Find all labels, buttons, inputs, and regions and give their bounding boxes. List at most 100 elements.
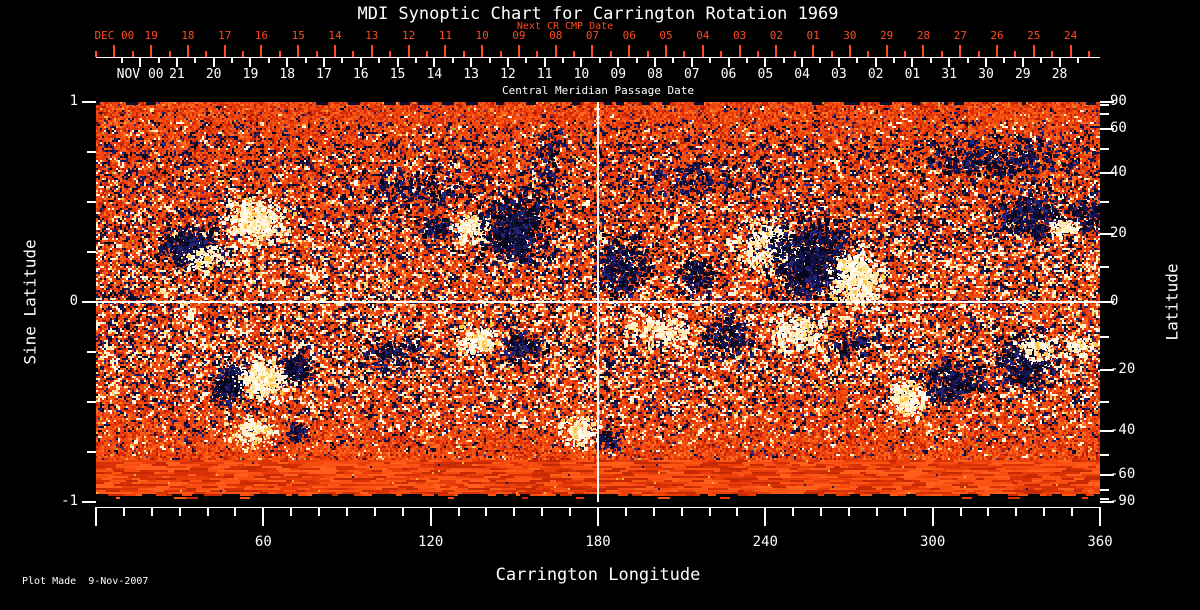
longitude-major-tick (764, 507, 767, 526)
cmp-date-axis-tick-label: 03 (831, 67, 847, 82)
sine-latitude-major-tick (82, 101, 96, 103)
longitude-minor-tick (1071, 507, 1074, 516)
next-cr-axis-tick (1032, 45, 1035, 57)
next-cr-axis-minor-tick (462, 51, 465, 57)
longitude-major-tick (597, 507, 599, 526)
next-cr-axis-tick (591, 45, 594, 57)
magnetogram-image (96, 102, 1100, 502)
next-cr-axis-tick (959, 45, 962, 57)
longitude-minor-tick (820, 507, 823, 516)
latitude-major-tick (1100, 172, 1114, 175)
next-cr-axis-tick (665, 45, 668, 57)
next-cr-axis-tick (701, 45, 704, 57)
cmp-date-axis-tick (1058, 57, 1061, 67)
longitude-major-tick (262, 507, 265, 526)
next-cr-axis-minor-tick (720, 51, 723, 57)
latitude-tick-label: -60 (1110, 466, 1136, 483)
longitude-minor-tick (680, 507, 683, 516)
longitude-tick-label: 360 (1087, 534, 1113, 550)
sine-latitude-tick-label: -1 (61, 493, 78, 509)
sine-latitude-major-tick (82, 501, 96, 503)
longitude-minor-tick (457, 507, 460, 516)
next-cr-axis-tick (297, 45, 300, 57)
longitude-minor-tick (485, 507, 488, 516)
next-cr-axis-tick (996, 45, 999, 57)
cmp-date-axis-tick (874, 57, 877, 67)
cmp-date-axis-minor-tick (709, 57, 712, 63)
next-cr-axis-minor-tick (977, 51, 980, 57)
latitude-minor-tick (1100, 113, 1109, 116)
next-cr-axis-minor-tick (95, 51, 97, 57)
cmp-date-axis-minor-tick (745, 57, 748, 63)
next-cr-axis-tick-label: 30 (843, 29, 857, 42)
latitude-major-tick (1100, 232, 1114, 235)
latitude-axis-title: Latitude (1162, 263, 1182, 341)
cmp-date-axis-tick (948, 57, 951, 67)
next-cr-axis-tick (223, 45, 226, 57)
longitude-minor-tick (1043, 507, 1046, 516)
cmp-date-axis-minor-tick (231, 57, 234, 63)
latitude-major-tick (1100, 127, 1114, 130)
cmp-date-axis-tick (801, 57, 804, 67)
next-cr-axis-tick-label: 10 (475, 29, 489, 42)
next-cr-axis-tick (812, 45, 815, 57)
next-cr-axis-tick-label: 05 (659, 29, 673, 42)
sine-latitude-axis-title: Sine Latitude (20, 239, 40, 365)
next-cr-axis-tick (444, 45, 447, 57)
longitude-minor-tick (150, 507, 153, 516)
cmp-date-axis-minor-tick (1076, 57, 1079, 63)
next-cr-axis-tick (554, 45, 557, 57)
next-cr-axis-tick (517, 45, 520, 57)
next-cr-axis-minor-tick (867, 51, 870, 57)
cmp-date-axis-tick (249, 57, 252, 67)
next-cr-axis-minor-tick (352, 51, 355, 57)
next-cr-axis-minor-tick (940, 51, 943, 57)
cmp-date-axis-minor-tick (893, 57, 896, 63)
longitude-major-tick (1099, 507, 1101, 526)
next-cr-axis-minor-tick (1014, 51, 1017, 57)
next-cr-axis-tick-label: 26 (990, 29, 1004, 42)
longitude-minor-tick (569, 507, 572, 516)
next-cr-axis-tick (775, 45, 778, 57)
next-cr-axis-tick (885, 45, 888, 57)
cmp-date-axis-minor-tick (341, 57, 344, 63)
next-cr-axis-tick-label: 25 (1027, 29, 1041, 42)
next-cr-axis-tick-label: 15 (291, 29, 305, 42)
longitude-tick-label: 120 (418, 534, 444, 550)
cmp-date-axis-tick-label: 21 (169, 67, 185, 82)
sine-latitude-major-tick (82, 301, 96, 303)
longitude-minor-tick (903, 507, 906, 516)
longitude-minor-tick (541, 507, 544, 516)
next-cr-axis-tick (150, 45, 153, 57)
next-cr-axis-tick-label: 11 (438, 29, 452, 42)
cmp-date-axis-caption: Central Meridian Passage Date (501, 84, 695, 97)
cmp-date-axis-tick-label: 30 (978, 67, 994, 82)
cmp-date-axis-minor-tick (1040, 57, 1043, 63)
next-cr-axis-minor-tick (1087, 51, 1090, 57)
cmp-date-axis-minor-tick (120, 57, 123, 63)
next-cr-axis-minor-tick (131, 51, 134, 57)
next-cr-axis-tick-label: 04 (696, 29, 710, 42)
next-cr-axis-tick-label: 13 (365, 29, 379, 42)
cmp-date-axis-tick-label: 07 (683, 67, 700, 82)
cmp-date-axis-tick-label: 29 (1014, 67, 1031, 82)
next-cr-axis-minor-tick (904, 51, 907, 57)
latitude-major-tick (1100, 101, 1114, 103)
longitude-minor-tick (234, 507, 237, 516)
next-cr-axis-tick-label: 16 (254, 29, 269, 42)
next-cr-axis-tick-label: 18 (181, 29, 195, 42)
longitude-minor-tick (122, 507, 125, 516)
next-cr-axis-minor-tick (573, 51, 576, 57)
longitude-tick-label: 240 (752, 534, 778, 550)
top-axis-line (96, 57, 1100, 58)
next-cr-axis-tick (113, 45, 116, 57)
longitude-major-tick (429, 507, 432, 526)
longitude-major-tick (95, 507, 97, 526)
longitude-minor-tick (290, 507, 293, 516)
cmp-date-axis-minor-tick (819, 57, 822, 63)
longitude-minor-tick (373, 507, 376, 516)
longitude-minor-tick (792, 507, 795, 516)
chart-title: MDI Synoptic Chart for Carrington Rotati… (357, 4, 839, 24)
longitude-minor-tick (987, 507, 990, 516)
latitude-minor-tick (1100, 488, 1109, 491)
